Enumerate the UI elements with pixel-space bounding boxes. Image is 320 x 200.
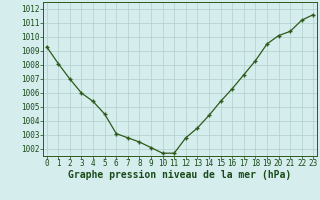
X-axis label: Graphe pression niveau de la mer (hPa): Graphe pression niveau de la mer (hPa) <box>68 170 292 180</box>
